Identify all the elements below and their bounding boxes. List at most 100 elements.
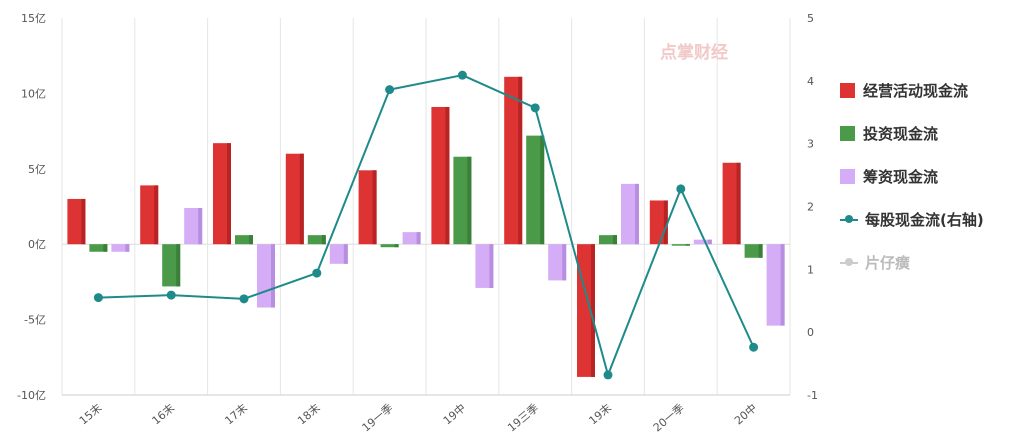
legend-item-hidden-series[interactable]: 片仔癀 bbox=[840, 252, 1030, 272]
bar-financing-shade bbox=[489, 244, 494, 288]
bar-operating bbox=[140, 185, 159, 245]
left-axis-tick-label: 10亿 bbox=[21, 87, 46, 100]
left-axis-tick-label: -5亿 bbox=[24, 314, 46, 327]
per-share-point bbox=[749, 342, 759, 352]
legend-label-hidden-series: 片仔癀 bbox=[865, 253, 911, 272]
legend-swatch-investing bbox=[840, 125, 855, 141]
bar-investing bbox=[453, 156, 472, 245]
x-axis-tick-label: 20一季 bbox=[651, 401, 687, 434]
bar-financing-shade bbox=[707, 239, 712, 245]
bar-operating-shade bbox=[591, 244, 595, 377]
bar-investing bbox=[235, 235, 253, 245]
bar-investing-shade bbox=[249, 235, 253, 245]
legend-label-per-share: 每股现金流(右轴) bbox=[865, 210, 984, 229]
bar-investing bbox=[380, 244, 399, 248]
bar-operating-shade bbox=[663, 200, 668, 245]
bar-operating-shade bbox=[299, 153, 304, 245]
per-share-line-layer bbox=[93, 70, 759, 380]
bar-investing-shade bbox=[758, 244, 763, 258]
x-axis-tick-label: 19中 bbox=[441, 401, 469, 427]
right-axis-tick-label: 4 bbox=[807, 75, 814, 88]
bar-investing-shade bbox=[103, 244, 108, 252]
bar-operating-shade bbox=[154, 185, 159, 245]
right-axis-ticks: 5 4 3 2 1 0 -1 bbox=[807, 12, 818, 402]
bar-investing bbox=[671, 244, 690, 246]
bar-operating bbox=[722, 162, 741, 245]
legend-item-operating[interactable]: 经营活动现金流 bbox=[840, 80, 1030, 100]
legend-swatch-financing bbox=[840, 168, 855, 184]
right-axis-tick-label: 5 bbox=[807, 12, 814, 25]
bar-operating bbox=[504, 76, 523, 245]
per-share-point bbox=[312, 268, 322, 278]
x-axis-ticks: 15末 16末 17末 18末 19一季 19中 19三季 19末 20一季 20中 bbox=[76, 401, 759, 435]
bar-financing-shade bbox=[416, 232, 421, 245]
watermark-text: 点掌财经 bbox=[660, 42, 728, 63]
right-axis-tick-label: 1 bbox=[807, 263, 814, 276]
right-axis-tick-label: 3 bbox=[807, 138, 814, 151]
bar-investing-shade bbox=[467, 156, 472, 245]
legend-item-investing[interactable]: 投资现金流 bbox=[840, 123, 1030, 143]
bar-operating-shade bbox=[227, 143, 231, 245]
x-axis-tick-label: 17末 bbox=[222, 401, 250, 428]
left-axis-tick-label: -10亿 bbox=[17, 389, 46, 402]
bar-operating-shade bbox=[445, 106, 450, 245]
bar-financing bbox=[329, 244, 348, 264]
bar-operating bbox=[213, 143, 231, 245]
legend-line-marker-icon bbox=[840, 212, 858, 227]
bar-investing bbox=[89, 244, 108, 252]
bar-operating bbox=[431, 106, 450, 245]
bar-operating bbox=[67, 198, 86, 245]
bar-financing bbox=[621, 183, 639, 245]
left-axis-tick-label: 5亿 bbox=[28, 163, 46, 176]
bar-investing bbox=[307, 235, 326, 245]
bar-financing bbox=[693, 239, 712, 245]
x-axis-tick-label: 19末 bbox=[586, 401, 614, 428]
bar-investing bbox=[526, 135, 545, 245]
bar-financing bbox=[184, 208, 203, 245]
bar-investing bbox=[599, 235, 617, 245]
bar-financing bbox=[766, 244, 785, 326]
per-share-point bbox=[603, 370, 613, 380]
x-axis-tick-label: 19三季 bbox=[505, 401, 541, 434]
left-axis-ticks: 15亿 10亿 5亿 0亿 -5亿 -10亿 bbox=[17, 12, 46, 402]
left-axis-tick-label: 0亿 bbox=[28, 238, 46, 251]
bar-investing-shade bbox=[540, 135, 545, 245]
per-share-point bbox=[676, 184, 686, 194]
per-share-point bbox=[93, 293, 103, 303]
bar-operating-shade bbox=[736, 162, 741, 245]
x-axis-tick-label: 18末 bbox=[295, 401, 323, 428]
per-share-point bbox=[239, 294, 249, 304]
legend-label-financing: 筹资现金流 bbox=[863, 167, 939, 186]
bar-operating bbox=[358, 170, 377, 245]
x-axis-tick-label: 20中 bbox=[732, 401, 760, 427]
bar-investing-shade bbox=[613, 235, 617, 245]
per-share-line bbox=[98, 74, 755, 379]
bar-financing-shade bbox=[198, 208, 203, 245]
bar-financing bbox=[548, 244, 567, 281]
bar-investing-shade bbox=[394, 244, 399, 248]
legend-label-investing: 投资现金流 bbox=[863, 124, 939, 143]
bar-financing-shade bbox=[635, 183, 639, 245]
right-axis-tick-label: 0 bbox=[807, 326, 814, 339]
bar-financing-shade bbox=[343, 244, 348, 264]
bar-financing bbox=[475, 244, 494, 288]
per-share-point bbox=[530, 103, 540, 113]
x-axis-tick-label: 19一季 bbox=[360, 401, 396, 434]
watermark: 点掌财经 bbox=[660, 42, 728, 63]
legend-swatch-operating bbox=[840, 82, 855, 98]
bar-financing-shade bbox=[780, 244, 785, 326]
bar-operating bbox=[285, 153, 304, 245]
bar-operating-shade bbox=[372, 170, 377, 245]
legend-item-financing[interactable]: 筹资现金流 bbox=[840, 166, 1030, 186]
bar-financing bbox=[111, 244, 130, 252]
legend-label-operating: 经营活动现金流 bbox=[863, 81, 969, 100]
bar-investing-shade bbox=[321, 235, 326, 245]
legend: 经营活动现金流 投资现金流 筹资现金流 每股现金流(右轴) 片仔癀 bbox=[840, 80, 1030, 295]
right-axis-tick-label: 2 bbox=[807, 201, 814, 214]
x-axis-tick-label: 15末 bbox=[76, 401, 104, 428]
x-axis-tick-label: 16末 bbox=[149, 401, 177, 428]
per-share-point bbox=[457, 70, 467, 80]
per-share-point bbox=[385, 85, 395, 95]
legend-item-per-share[interactable]: 每股现金流(右轴) bbox=[840, 209, 1030, 229]
